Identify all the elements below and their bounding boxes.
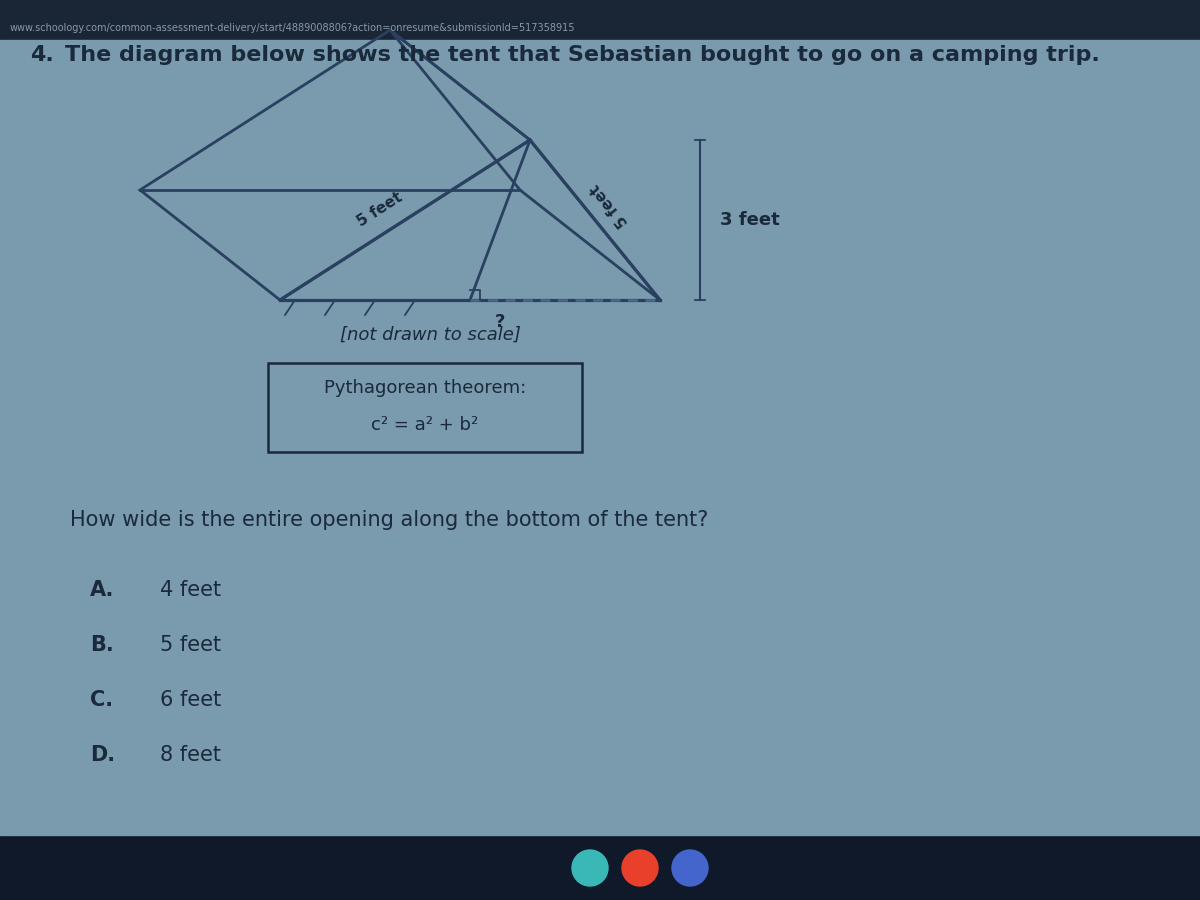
Text: 6 feet: 6 feet [160, 690, 221, 710]
Text: A.: A. [90, 580, 114, 600]
Text: 4.: 4. [30, 45, 54, 65]
Text: c² = a² + b²: c² = a² + b² [371, 416, 479, 434]
Text: 5 feet: 5 feet [588, 181, 631, 230]
Text: 8 feet: 8 feet [160, 745, 221, 765]
Text: How wide is the entire opening along the bottom of the tent?: How wide is the entire opening along the… [70, 510, 708, 530]
Text: C.: C. [90, 690, 113, 710]
Text: www.schoology.com/common-assessment-delivery/start/4889008806?action=onresume&su: www.schoology.com/common-assessment-deli… [10, 23, 576, 33]
Text: D.: D. [90, 745, 115, 765]
Bar [0, 40, 1200, 835]
Text: [not drawn to scale]: [not drawn to scale] [340, 326, 521, 344]
Text: B.: B. [90, 635, 114, 655]
Text: ?: ? [494, 313, 505, 331]
Text: 5 feet: 5 feet [160, 635, 221, 655]
Text: 3 feet: 3 feet [720, 211, 780, 229]
Circle shape [672, 850, 708, 886]
Text: The diagram below shows the tent that Sebastian bought to go on a camping trip.: The diagram below shows the tent that Se… [65, 45, 1099, 65]
Bar [0, 0, 1200, 40]
Text: 5 feet: 5 feet [355, 190, 406, 230]
Circle shape [572, 850, 608, 886]
Text: 4 feet: 4 feet [160, 580, 221, 600]
Circle shape [622, 850, 658, 886]
Bar [0, 835, 1200, 900]
Text: Pythagorean theorem:: Pythagorean theorem: [324, 379, 526, 397]
